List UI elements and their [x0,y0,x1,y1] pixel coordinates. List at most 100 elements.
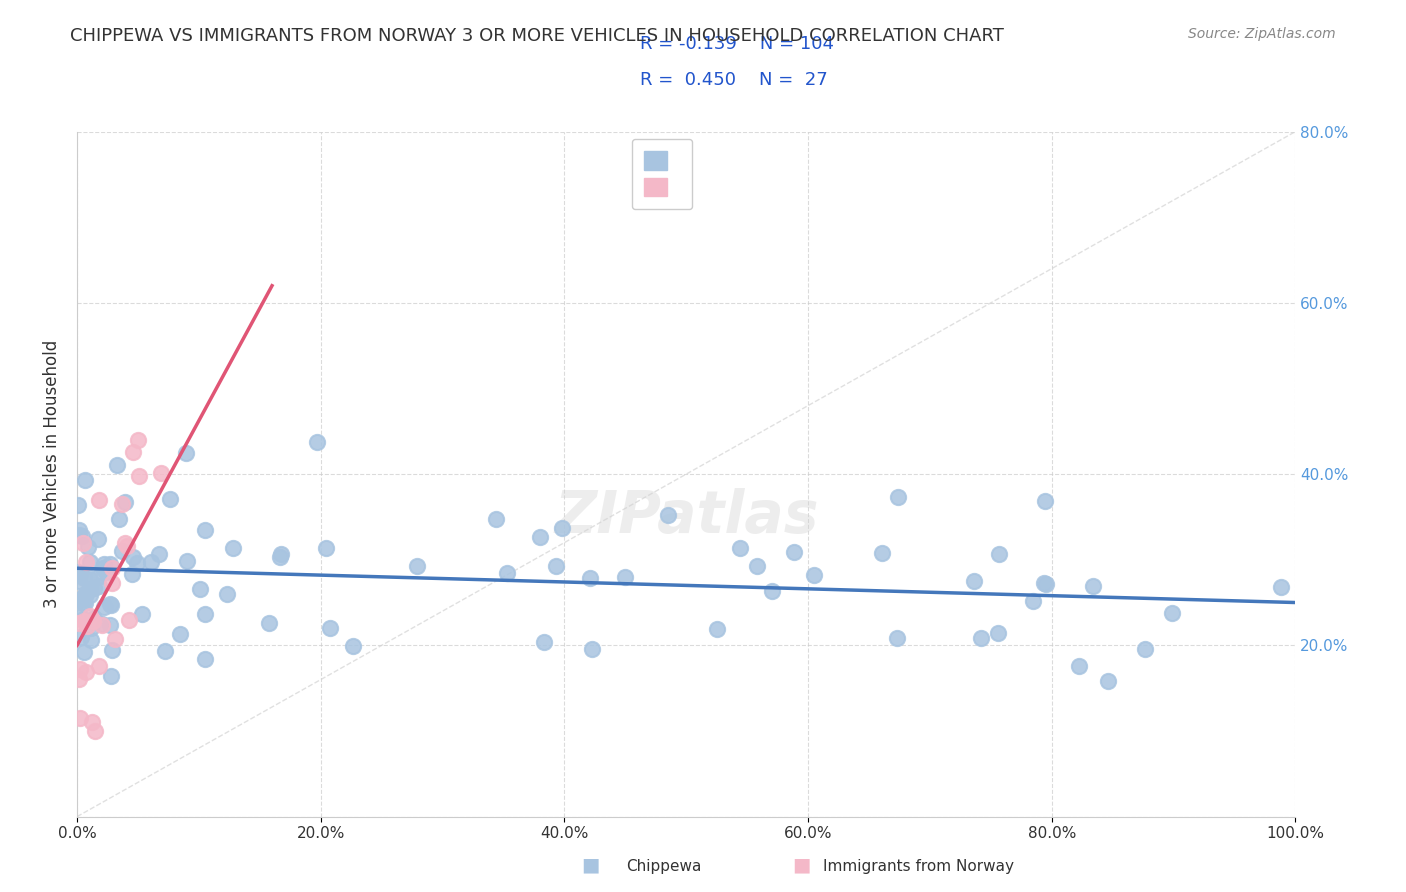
Point [73,645,96,659]
Text: R =  0.450    N =  27: R = 0.450 N = 27 [640,70,828,88]
Point [1033,576,1056,591]
Point [1067,658,1090,673]
Point [122,445,145,459]
Point [614,570,637,584]
Point [69,610,91,624]
Point [100,669,122,683]
Point [117,614,139,628]
Point [970,631,993,645]
Point [342,639,364,653]
Point [194,523,217,537]
Point [529,530,551,544]
Point [93,599,115,614]
Point [79,572,101,586]
Point [1270,580,1292,594]
Point [153,643,176,657]
Point [1035,577,1057,591]
Point [100,643,122,657]
Point [73,571,96,585]
Point [72,596,94,610]
Point [963,574,986,588]
Point [77,540,100,554]
Point [80,621,103,635]
Point [215,586,238,600]
Text: ■: ■ [792,855,811,874]
Point [100,617,122,632]
Point [127,434,149,448]
Point [75,587,97,601]
Point [70,529,93,543]
Point [67,523,90,537]
Point [139,554,162,568]
Point [87,658,110,673]
Point [83,611,105,625]
Point [307,435,329,450]
Point [108,512,131,526]
Point [1097,674,1119,689]
Text: Immigrants from Norway: Immigrants from Norway [823,859,1014,874]
Point [121,567,143,582]
Point [176,554,198,568]
Point [114,536,136,550]
Point [269,549,291,564]
Point [104,632,127,647]
Point [544,558,567,573]
Point [117,539,139,553]
Y-axis label: 3 or more Vehicles in Household: 3 or more Vehicles in Household [44,340,60,608]
Point [70,630,93,644]
Point [128,469,150,483]
Text: CHIPPEWA VS IMMIGRANTS FROM NORWAY 3 OR MORE VEHICLES IN HOUSEHOLD CORRELATION C: CHIPPEWA VS IMMIGRANTS FROM NORWAY 3 OR … [70,27,1004,45]
Point [100,597,122,611]
Point [75,473,97,487]
Point [581,641,603,656]
Point [761,583,783,598]
Point [1160,606,1182,620]
Point [222,541,245,555]
Point [194,607,217,622]
Point [319,621,342,635]
Point [93,557,115,571]
Point [93,561,115,575]
Point [657,508,679,522]
Point [101,576,124,591]
Point [83,723,105,738]
Point [730,541,752,556]
Point [67,528,90,542]
Text: ZIPatlas: ZIPatlas [554,489,818,545]
Point [485,511,508,525]
Point [69,662,91,676]
Point [100,598,122,612]
Point [315,541,337,556]
Point [90,618,112,632]
Point [745,559,768,574]
Point [551,520,574,534]
Point [1081,579,1104,593]
Point [69,711,91,725]
Legend: , : , [633,139,692,209]
Point [987,626,1010,640]
Point [89,578,111,592]
Point [803,567,825,582]
Point [67,565,90,579]
Point [73,596,96,610]
Point [405,559,427,574]
Point [79,582,101,596]
Point [67,498,90,512]
Point [73,614,96,628]
Text: Chippewa: Chippewa [626,859,702,874]
Point [72,611,94,625]
Point [159,492,181,507]
Point [87,570,110,584]
Point [105,458,128,472]
Point [533,634,555,648]
Point [886,631,908,645]
Point [114,495,136,509]
Text: Source: ZipAtlas.com: Source: ZipAtlas.com [1188,27,1336,41]
Text: R = -0.139    N = 104: R = -0.139 N = 104 [640,35,834,53]
Point [150,466,173,480]
Point [872,546,894,560]
Point [122,550,145,565]
Point [80,633,103,648]
Point [72,591,94,606]
Point [988,547,1011,561]
